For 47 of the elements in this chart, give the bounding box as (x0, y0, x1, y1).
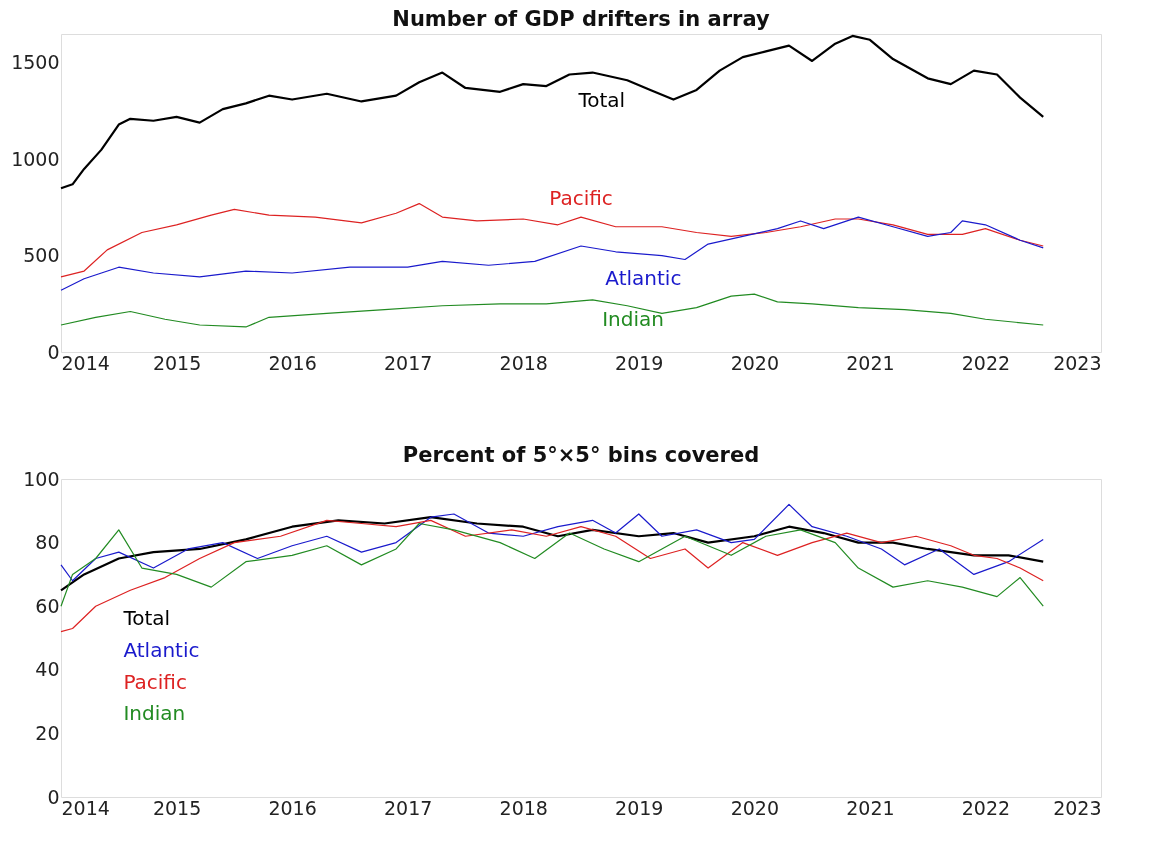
series-label: Indian (602, 307, 664, 332)
x-tick-label: 2014 (61, 796, 110, 819)
x-tick-label: 2021 (846, 796, 895, 819)
x-tick-label: 2015 (152, 351, 202, 374)
text: Atlantic (123, 637, 200, 662)
y-tick-label: 100 (23, 467, 60, 490)
y-tick-label: 80 (35, 531, 60, 554)
y-tick-label: 500 (23, 244, 60, 267)
y-tick-label: 0 (47, 340, 60, 363)
x-tick-label: 2016 (268, 796, 317, 819)
line-series (60, 522, 1044, 607)
chart-title: Number of GDP drifters in array (392, 7, 770, 31)
x-tick-label: 2017 (383, 351, 433, 374)
y-tick-label: 60 (35, 594, 60, 617)
series-label: Atlantic (605, 265, 682, 290)
line-series (60, 519, 1044, 633)
x-tick-label: 2019 (615, 796, 664, 819)
y-tick-label: 1000 (11, 147, 60, 170)
x-tick-label: 2020 (730, 351, 780, 374)
x-tick-label: 2017 (383, 796, 433, 819)
x-tick-label: 2018 (499, 351, 548, 374)
line-series (59, 34, 1045, 190)
x-tick-label: 2015 (152, 796, 202, 819)
x-tick-label: 2020 (730, 796, 780, 819)
text: Pacific (123, 669, 187, 694)
series-label: Pacific (549, 186, 613, 211)
series-label: Total (577, 87, 626, 112)
x-tick-label: 2016 (268, 351, 317, 374)
y-tick-label: 1500 (11, 51, 60, 74)
x-tick-label: 2022 (961, 351, 1011, 374)
x-tick-label: 2018 (499, 796, 548, 819)
x-tick-label: 2014 (61, 351, 110, 374)
line-series (60, 216, 1044, 291)
x-tick-label: 2021 (846, 351, 895, 374)
x-tick-label: 2022 (961, 796, 1011, 819)
line-series (59, 516, 1045, 592)
y-tick-label: 40 (35, 658, 60, 681)
line-series (60, 503, 1044, 582)
x-tick-label: 2019 (615, 351, 664, 374)
x-tick-label: 2023 (1053, 796, 1102, 819)
x-tick-label: 2023 (1053, 351, 1102, 374)
text: Indian (123, 701, 186, 726)
y-tick-label: 20 (35, 721, 60, 744)
text: Total (122, 605, 171, 630)
line-series (60, 293, 1044, 328)
y-tick-label: 0 (47, 785, 60, 808)
chart-title: Percent of 5°×5° bins covered (402, 443, 760, 467)
